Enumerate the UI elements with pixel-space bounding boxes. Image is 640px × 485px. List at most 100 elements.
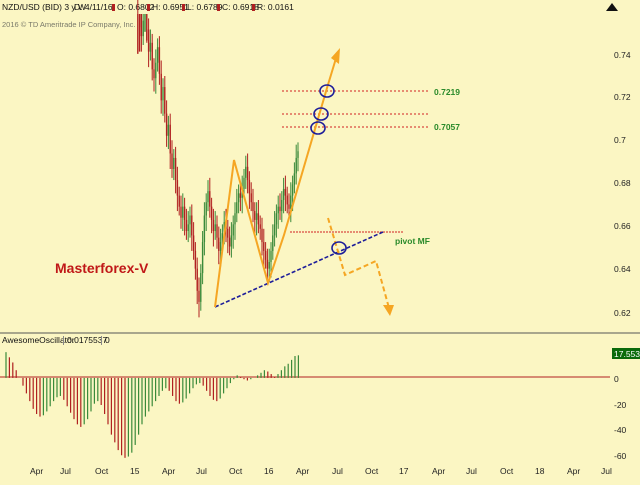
candle-body <box>248 180 251 194</box>
candle-body <box>210 206 213 220</box>
candle-body <box>173 157 175 169</box>
oscillator-current-badge <box>612 348 640 359</box>
candle-body <box>297 151 299 158</box>
time-tick: 16 <box>264 466 274 476</box>
candles-group <box>137 0 299 318</box>
time-tick: Jul <box>601 466 612 476</box>
candle-body <box>263 242 265 251</box>
candle-body <box>268 262 270 269</box>
time-tick: Oct <box>229 466 243 476</box>
candle-body <box>176 180 179 196</box>
candle-body <box>191 215 193 236</box>
oscillator-name[interactable]: AwesomeOscillator <box>2 335 75 345</box>
candle-body <box>187 224 189 231</box>
pivot-circle <box>331 241 347 255</box>
time-tick: Apr <box>296 466 309 476</box>
brand-watermark: Masterforex-V <box>55 260 149 276</box>
candle-body <box>232 224 234 236</box>
candle-body <box>234 213 236 225</box>
candle-body <box>293 173 296 185</box>
candle-body <box>183 206 186 220</box>
candle-body <box>216 224 218 238</box>
swatch-low <box>182 4 185 11</box>
candle-body <box>149 42 152 52</box>
candle-body <box>171 153 173 169</box>
candle-body <box>160 73 162 101</box>
candle-body <box>138 14 141 52</box>
oscillator-current-value: 17.5537 <box>614 349 640 359</box>
oscillator-tick: -60 <box>614 451 627 461</box>
price-tick: 0.74 <box>614 50 631 60</box>
candle-body <box>218 237 220 251</box>
candle-body <box>146 14 148 41</box>
oscillator-bars-group <box>5 352 299 458</box>
level-label-mid: 0.7057 <box>434 122 460 132</box>
low-label: L: 0.6789 <box>187 2 223 12</box>
candle-body <box>255 213 258 220</box>
time-tick: 15 <box>130 466 140 476</box>
candle-body <box>284 188 287 196</box>
candle-body <box>209 191 211 207</box>
candle-body <box>259 224 261 229</box>
trend-line[interactable] <box>214 231 384 308</box>
candle-body <box>185 219 188 231</box>
candle-body <box>156 47 159 63</box>
swatch-range <box>252 4 255 11</box>
candle-body <box>246 166 249 181</box>
time-tick: Apr <box>432 466 445 476</box>
target-circle-middle <box>313 107 329 121</box>
candle-body <box>174 157 177 181</box>
candle-body <box>167 124 170 136</box>
target-circle-top <box>319 84 335 98</box>
time-tick: Oct <box>365 466 379 476</box>
time-tick: Oct <box>500 466 514 476</box>
target-circle-lower <box>310 121 326 135</box>
candle-body <box>165 113 168 136</box>
candle-body <box>237 193 240 203</box>
candle-body <box>142 20 144 37</box>
candle-body <box>147 29 150 52</box>
pivot-label: pivot MF <box>395 236 430 246</box>
candle-body <box>245 166 247 178</box>
candle-body <box>275 213 278 225</box>
candle-body <box>236 202 238 214</box>
time-tick: 18 <box>535 466 545 476</box>
candle-body <box>221 233 224 243</box>
candle-body <box>227 228 229 238</box>
high-label: H: 0.6951 <box>152 2 189 12</box>
chevron-up-icon[interactable] <box>606 3 618 11</box>
header-divider <box>101 336 102 345</box>
candle-body <box>155 62 157 79</box>
range-label: R: 0.0161 <box>257 2 294 12</box>
price-tick: 0.66 <box>614 221 631 231</box>
price-tick: 0.62 <box>614 308 631 318</box>
candle-body <box>254 211 256 220</box>
oscillator-extra: 0 <box>105 335 110 345</box>
copyright-text: 2016 © TD Ameritrade IP Company, Inc. <box>2 20 136 29</box>
candle-body <box>239 193 242 198</box>
zigzag-pattern[interactable] <box>214 54 338 308</box>
candle-body <box>137 14 139 54</box>
time-tick: Jul <box>60 466 71 476</box>
candle-body <box>178 195 180 207</box>
time-tick: Apr <box>30 466 43 476</box>
candle-body <box>194 250 197 269</box>
candle-body <box>279 206 281 212</box>
candle-body <box>230 235 233 247</box>
target-circles <box>310 84 347 255</box>
candle-body <box>219 242 222 251</box>
candle-body <box>290 195 292 209</box>
candle-body <box>281 200 283 212</box>
candle-body <box>257 213 260 225</box>
oscillator-tick: 0 <box>614 374 619 384</box>
candle-body <box>162 87 164 101</box>
swatch-close <box>217 4 220 11</box>
candle-body <box>182 206 184 218</box>
candle-body <box>196 268 198 291</box>
candle-body <box>200 273 202 302</box>
candle-body <box>286 195 288 205</box>
symbol-label[interactable]: NZD/USD (BID) 3 y W <box>2 2 86 12</box>
close-label: C: 0.6918 <box>222 2 259 12</box>
